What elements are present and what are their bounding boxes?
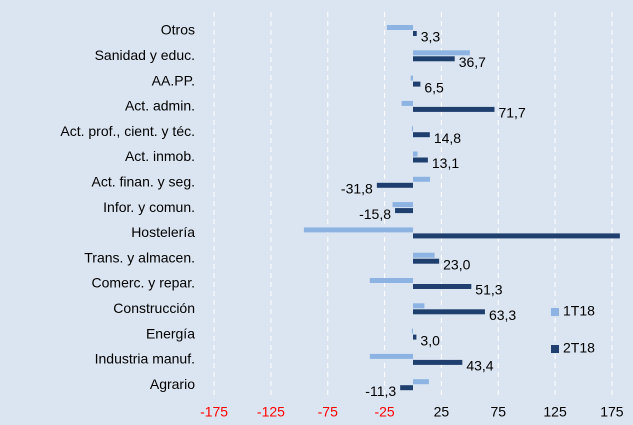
- bar: [413, 309, 485, 315]
- bar: [401, 100, 413, 106]
- bar: [376, 182, 413, 188]
- category-label: Hostelería: [131, 224, 195, 240]
- bar: [400, 385, 413, 391]
- value-label: -11,3: [365, 383, 396, 399]
- x-tick-label: 175: [600, 404, 624, 420]
- x-tick-label: -25: [374, 404, 394, 420]
- x-tick-label: -125: [257, 404, 285, 420]
- bar: [411, 126, 413, 132]
- bar: [413, 258, 440, 264]
- bar: [413, 56, 455, 62]
- bar: [413, 359, 463, 365]
- category-label: Act. admin.: [125, 98, 195, 114]
- bar: [411, 328, 413, 334]
- category-label: Otros: [161, 22, 195, 38]
- bar: [413, 233, 620, 239]
- bar: [410, 75, 413, 81]
- category-label: Agrario: [150, 376, 195, 392]
- x-tick-label: -175: [200, 404, 228, 420]
- value-label: 3,3: [421, 29, 441, 45]
- value-label: 3,0: [420, 332, 440, 348]
- category-label: Infor. y comun.: [103, 199, 195, 215]
- value-label: 13,1: [432, 155, 459, 171]
- x-tick-label: 75: [490, 404, 506, 420]
- value-label: 14,8: [434, 130, 461, 146]
- value-label: 43,4: [466, 358, 493, 374]
- bar: [392, 202, 413, 208]
- bar: [413, 151, 418, 157]
- value-label: -15,8: [359, 206, 391, 222]
- bar: [413, 379, 429, 385]
- bar: [413, 176, 431, 182]
- bar: [413, 50, 470, 56]
- category-label: AA.PP.: [152, 72, 195, 88]
- value-label: 36,7: [459, 54, 486, 70]
- bar: [395, 208, 413, 214]
- legend-label: 1T18: [563, 303, 595, 319]
- value-label: 71,7: [498, 105, 525, 121]
- bar: [413, 334, 417, 340]
- bar: [369, 278, 413, 283]
- bar: [413, 81, 421, 87]
- value-label: 63,3: [489, 307, 516, 323]
- category-label: Industria manuf.: [95, 351, 195, 367]
- bar: [413, 284, 472, 289]
- bar: [413, 132, 430, 138]
- category-label: Comerc. y repar.: [92, 275, 195, 291]
- category-label: Act. prof., cient. y téc.: [60, 123, 195, 139]
- category-label: Construcción: [113, 300, 195, 316]
- bar: [413, 31, 417, 36]
- category-label: Act. inmob.: [125, 148, 195, 164]
- value-label: 51,3: [475, 282, 502, 298]
- category-label: Act. finan. y seg.: [92, 174, 196, 190]
- value-label: 23,0: [443, 256, 470, 272]
- legend-label: 2T18: [563, 340, 595, 356]
- bar: [413, 303, 425, 309]
- value-label: -31,8: [341, 181, 373, 197]
- x-tick-label: -75: [318, 404, 338, 420]
- bar: [369, 353, 413, 359]
- category-label: Energía: [146, 325, 195, 341]
- bar: [413, 157, 428, 163]
- value-label: 6,5: [424, 79, 444, 95]
- x-tick-label: 25: [434, 404, 450, 420]
- bar: [413, 106, 495, 112]
- bar: [413, 252, 435, 258]
- category-label: Trans. y almacen.: [84, 249, 195, 265]
- legend-swatch: [551, 345, 559, 353]
- category-label: Sanidad y educ.: [95, 47, 195, 63]
- bar: [303, 227, 413, 233]
- x-tick-label: 125: [543, 404, 567, 420]
- legend-swatch: [551, 308, 559, 316]
- bar: [386, 25, 413, 30]
